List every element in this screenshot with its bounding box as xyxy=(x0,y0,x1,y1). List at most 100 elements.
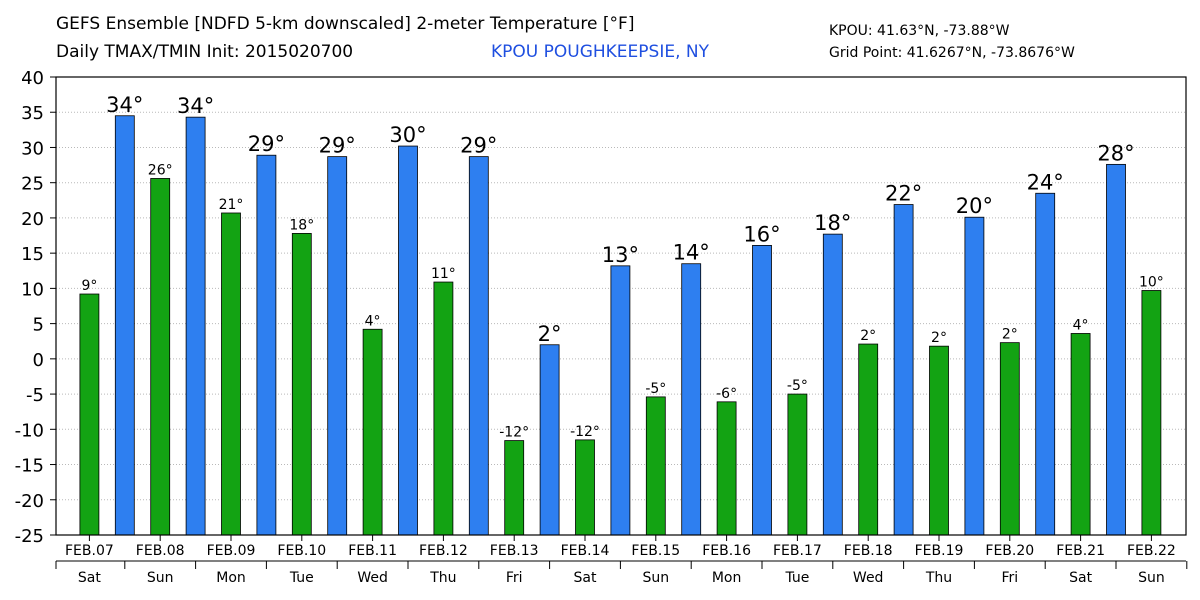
tmin-bar xyxy=(929,345,949,536)
tmax-value-label: 29° xyxy=(460,134,497,158)
y-tick-label: 30 xyxy=(21,138,44,159)
date-label: FEB.08 xyxy=(136,543,185,559)
weekday-label: Sat xyxy=(574,570,597,586)
weekday-label: Mon xyxy=(712,570,742,586)
weekday-label: Sun xyxy=(1138,570,1165,586)
y-tick-label: -5 xyxy=(26,385,44,406)
plot-frame xyxy=(55,76,1187,536)
tmax-bar xyxy=(256,154,277,536)
tmin-value-label: -12° xyxy=(570,424,600,440)
date-label: FEB.18 xyxy=(844,543,893,559)
date-label: FEB.15 xyxy=(631,543,680,559)
date-label: FEB.10 xyxy=(277,543,326,559)
date-label: FEB.11 xyxy=(348,543,397,559)
tmax-value-label: 13° xyxy=(602,243,639,267)
tmax-value-label: 28° xyxy=(1097,141,1134,165)
date-label: FEB.20 xyxy=(985,543,1034,559)
tmin-bar xyxy=(1141,290,1162,536)
date-label: FEB.09 xyxy=(207,543,256,559)
weekday-label: Tue xyxy=(289,570,314,586)
tmin-bar xyxy=(433,281,454,536)
date-label: FEB.13 xyxy=(490,543,539,559)
tmin-bar xyxy=(291,233,312,536)
date-label: FEB.21 xyxy=(1056,543,1105,559)
tmin-bar xyxy=(716,401,737,536)
tmax-value-label: 2° xyxy=(538,322,562,346)
tmin-value-label: -5° xyxy=(787,378,808,394)
tmax-bar xyxy=(610,265,631,536)
tmin-value-label: 26° xyxy=(148,162,173,178)
date-label: FEB.19 xyxy=(915,543,964,559)
tmin-bar xyxy=(645,396,666,536)
weekday-label: Fri xyxy=(1001,570,1018,586)
y-tick-label: -25 xyxy=(15,526,44,547)
tmin-value-label: 2° xyxy=(860,328,876,344)
tmax-value-label: 29° xyxy=(319,134,356,158)
y-tick-label: -15 xyxy=(15,456,44,477)
tmax-bar xyxy=(1106,163,1126,536)
tmin-bar xyxy=(1070,333,1091,536)
tmin-value-label: 10° xyxy=(1139,274,1164,290)
weekday-label: Sat xyxy=(78,570,101,586)
date-label: FEB.22 xyxy=(1127,543,1176,559)
y-tick-label: 15 xyxy=(21,244,44,265)
tmin-value-label: 9° xyxy=(81,278,97,294)
tmax-bar xyxy=(752,245,772,536)
tmin-bar xyxy=(221,212,241,536)
station-coordinates: KPOU: 41.63°N, -73.88°W xyxy=(829,23,1010,39)
weekday-label: Wed xyxy=(357,570,388,586)
weekday-label: Mon xyxy=(216,570,246,586)
y-tick-label: -20 xyxy=(15,491,44,512)
tmin-value-label: 11° xyxy=(431,266,456,282)
tmax-value-label: 34° xyxy=(177,94,214,118)
weekday-label: Fri xyxy=(506,570,523,586)
tmin-bar xyxy=(575,439,595,536)
tmax-bar xyxy=(964,216,985,536)
tmin-bar xyxy=(787,393,808,536)
weekday-label: Tue xyxy=(784,570,809,586)
tmax-value-label: 29° xyxy=(248,132,285,156)
tmin-bar xyxy=(79,293,100,536)
y-tick-label: 5 xyxy=(33,315,44,336)
station-name: KPOU POUGHKEEPSIE, NY xyxy=(491,42,709,62)
date-label: FEB.16 xyxy=(702,543,751,559)
tmin-bar xyxy=(858,343,879,536)
weekday-label: Sun xyxy=(147,570,174,586)
tmin-value-label: 4° xyxy=(365,313,381,329)
tmax-bar xyxy=(539,344,560,536)
grid-point-coordinates: Grid Point: 41.6267°N, -73.8676°W xyxy=(829,45,1075,61)
date-label: FEB.12 xyxy=(419,543,468,559)
weekday-label: Sun xyxy=(642,570,669,586)
date-label: FEB.17 xyxy=(773,543,822,559)
date-label: FEB.14 xyxy=(561,543,610,559)
weekday-label: Sat xyxy=(1069,570,1092,586)
tmin-value-label: 4° xyxy=(1073,317,1089,333)
tmin-value-label: -6° xyxy=(716,386,737,402)
tmax-value-label: 30° xyxy=(389,123,426,147)
y-tick-label: 20 xyxy=(21,209,44,230)
y-tick-label: 35 xyxy=(21,103,44,124)
y-tick-label: 25 xyxy=(21,174,44,195)
tmax-bar xyxy=(1035,192,1056,536)
tmin-value-label: -5° xyxy=(645,381,666,397)
weekday-label: Thu xyxy=(429,570,456,586)
chart-title: GEFS Ensemble [NDFD 5-km downscaled] 2-m… xyxy=(56,14,635,34)
tmax-bar xyxy=(893,204,914,536)
tmin-value-label: 21° xyxy=(219,197,244,213)
tmax-bar xyxy=(185,116,206,536)
tmax-bar xyxy=(327,156,348,536)
y-tick-label: 10 xyxy=(21,279,44,300)
tmin-value-label: 18° xyxy=(289,217,314,233)
weekday-label: Thu xyxy=(925,570,952,586)
tmax-value-label: 22° xyxy=(885,182,922,206)
tmax-bar xyxy=(398,145,418,536)
date-label: FEB.07 xyxy=(65,543,114,559)
tmax-value-label: 20° xyxy=(956,194,993,218)
tmin-bar xyxy=(504,440,525,536)
chart-subtitle: Daily TMAX/TMIN Init: 2015020700 xyxy=(56,42,354,62)
tmin-bar xyxy=(362,328,383,536)
tmin-bar xyxy=(150,178,171,536)
tmin-value-label: 2° xyxy=(931,330,947,346)
tmax-value-label: 14° xyxy=(673,241,710,265)
